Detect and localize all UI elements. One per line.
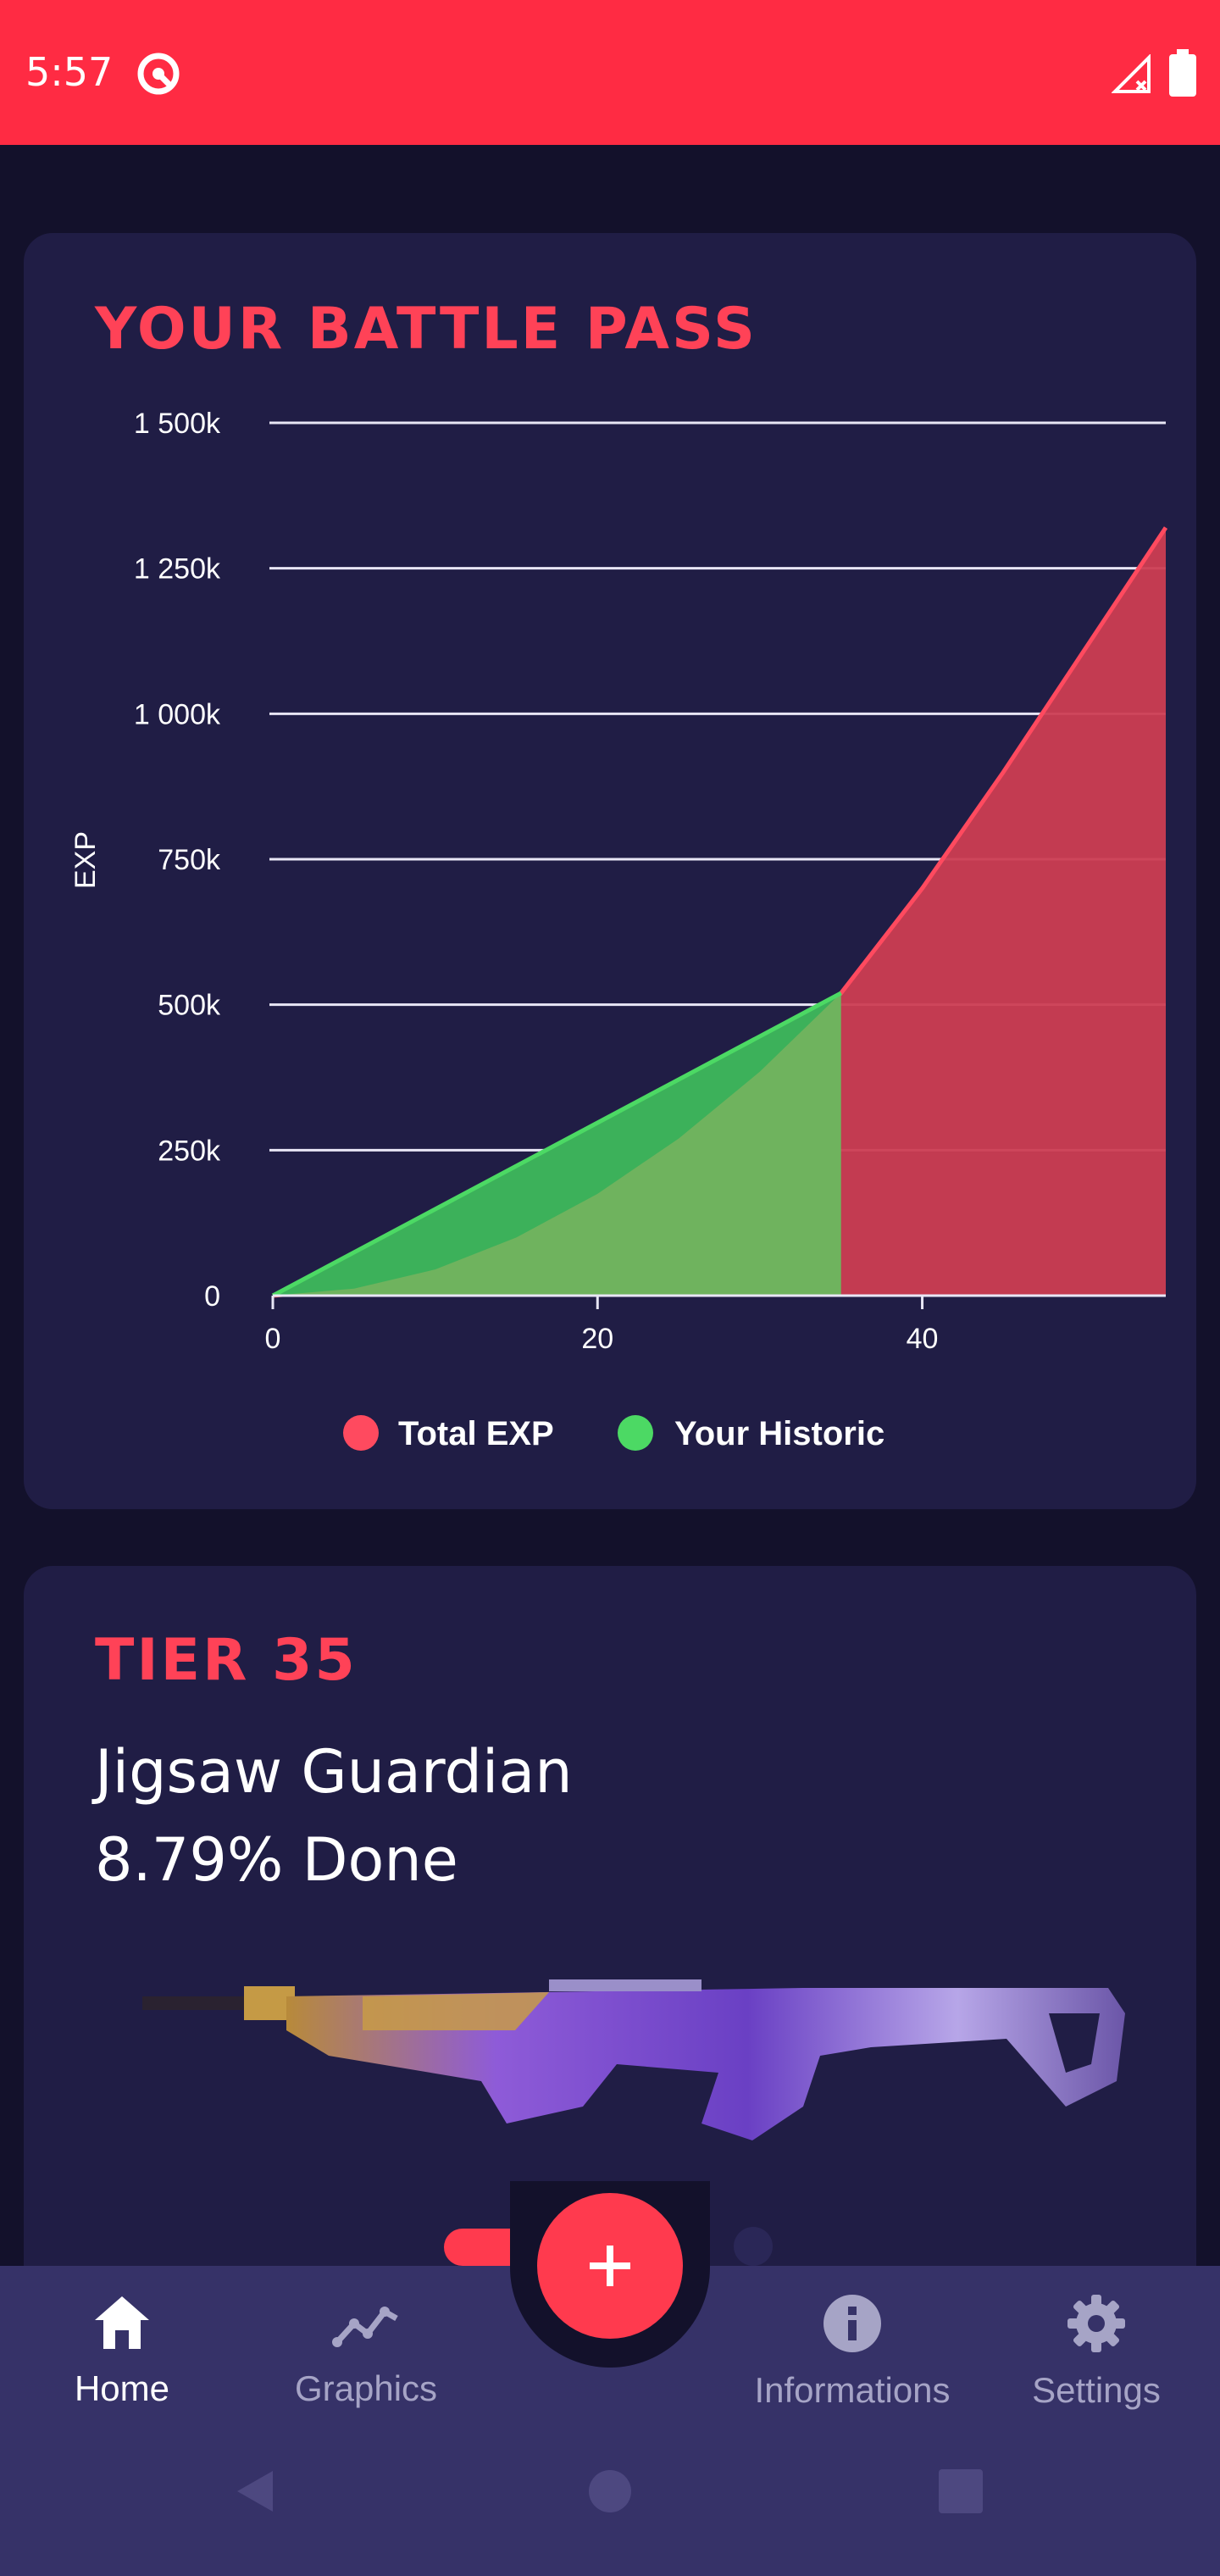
y-tick-label: 500k bbox=[158, 990, 221, 1022]
system-navigation-bar bbox=[0, 2440, 1220, 2576]
nav-informations[interactable]: Informations bbox=[742, 2293, 962, 2411]
notification-icon bbox=[137, 53, 180, 95]
nav-home[interactable]: Home bbox=[12, 2293, 232, 2409]
legend-historic-dot bbox=[618, 1415, 653, 1451]
legend-total-exp-label: Total EXP bbox=[398, 1415, 554, 1452]
nav-graphics[interactable]: Graphics bbox=[256, 2293, 476, 2409]
status-time: 5:57 bbox=[25, 49, 114, 95]
home-icon bbox=[95, 2296, 149, 2349]
total-exp-area bbox=[273, 527, 1166, 1296]
battle-pass-card: YOUR BATTLE PASS 0 250k 500k 750k 1 000k 1 25… bbox=[24, 233, 1196, 1509]
battle-pass-title: YOUR BATTLE PASS bbox=[95, 296, 757, 363]
y-tick-label: 750k bbox=[158, 844, 221, 876]
legend-total-exp-dot bbox=[343, 1415, 379, 1451]
chart-line-icon bbox=[332, 2307, 398, 2347]
y-tick-label: 1 250k bbox=[134, 553, 221, 586]
x-tick-label: 0 bbox=[265, 1323, 281, 1355]
y-tick-label: 0 bbox=[204, 1280, 220, 1313]
reward-name: Jigsaw Guardian bbox=[95, 1737, 573, 1807]
historic-line bbox=[271, 991, 842, 1298]
legend-historic-label: Your Historic bbox=[674, 1415, 884, 1452]
gear-icon bbox=[1068, 2295, 1125, 2352]
back-icon[interactable] bbox=[232, 2468, 280, 2515]
add-button[interactable] bbox=[537, 2193, 683, 2339]
home-circle-icon[interactable] bbox=[586, 2468, 634, 2515]
battle-pass-chart: 0 250k 500k 750k 1 000k 1 250k 1 500k 0 20 40 EXP T… bbox=[69, 408, 1168, 1452]
plus-icon bbox=[590, 2246, 630, 2286]
info-icon bbox=[824, 2295, 881, 2352]
nav-settings[interactable]: Settings bbox=[986, 2293, 1206, 2411]
weapon-skin-image bbox=[142, 1979, 1125, 2140]
signal-icon bbox=[1112, 54, 1151, 93]
recents-icon[interactable] bbox=[939, 2469, 983, 2513]
pager-dot[interactable] bbox=[734, 2227, 773, 2266]
reward-progress: 8.79% Done bbox=[95, 1825, 458, 1895]
nav-home-label: Home bbox=[74, 2368, 170, 2408]
tier-card: TIER 35 Jigsaw Guardian 8.79% Done bbox=[24, 1566, 1196, 2329]
y-tick-label: 1 000k bbox=[134, 698, 221, 730]
y-tick-label: 250k bbox=[158, 1135, 221, 1167]
y-axis-label: EXP bbox=[69, 831, 102, 889]
nav-informations-label: Informations bbox=[754, 2370, 951, 2410]
x-tick-label: 20 bbox=[581, 1323, 613, 1355]
status-bar: 5:57 bbox=[0, 0, 1220, 145]
x-tick-label: 40 bbox=[907, 1323, 939, 1355]
battery-icon bbox=[1169, 49, 1196, 97]
nav-graphics-label: Graphics bbox=[294, 2368, 438, 2408]
y-tick-label: 1 500k bbox=[134, 408, 221, 440]
nav-settings-label: Settings bbox=[1032, 2370, 1161, 2410]
tier-title: TIER 35 bbox=[95, 1627, 358, 1694]
